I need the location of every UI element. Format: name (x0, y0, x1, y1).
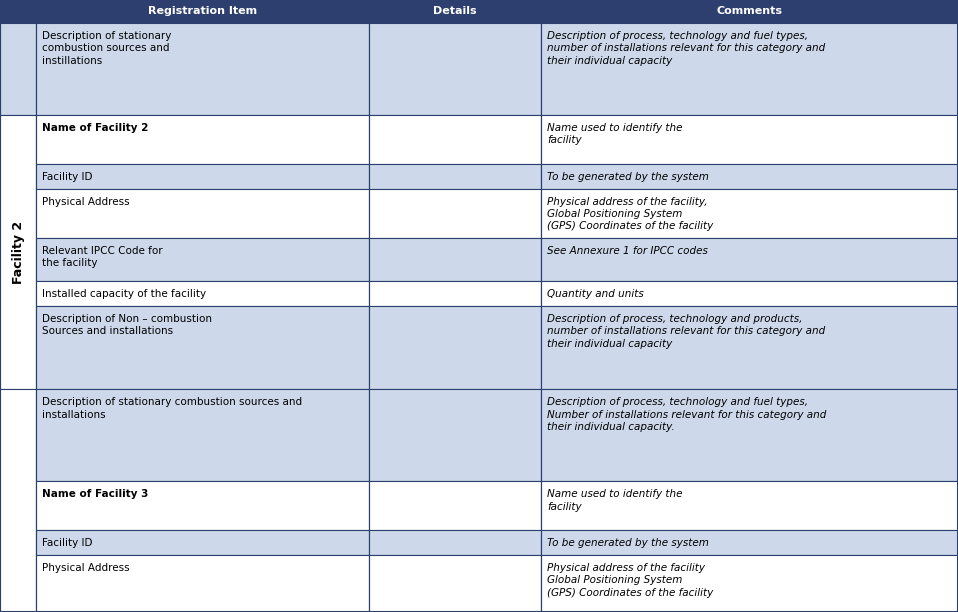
Bar (36, 23, 369, 115)
Text: Comments: Comments (717, 6, 783, 17)
Bar (36, 555, 369, 612)
Bar (541, 188, 958, 237)
Bar (36, 188, 369, 237)
Text: Installed capacity of the facility: Installed capacity of the facility (42, 289, 207, 299)
Text: Quantity and units: Quantity and units (547, 289, 644, 299)
Text: Description of Non – combustion
Sources and installations: Description of Non – combustion Sources … (42, 314, 213, 337)
Text: Registration Item: Registration Item (148, 6, 257, 17)
Bar (0, 0, 36, 23)
Bar (36, 0, 369, 23)
Bar (36, 237, 369, 282)
Bar (0, 23, 36, 115)
Bar (369, 237, 541, 282)
Bar (369, 0, 541, 23)
Bar (541, 389, 958, 482)
Text: Description of process, technology and fuel types,
Number of installations relev: Description of process, technology and f… (547, 397, 827, 432)
Text: Description of process, technology and fuel types,
number of installations relev: Description of process, technology and f… (547, 31, 826, 65)
Bar (369, 164, 541, 188)
Bar (369, 531, 541, 555)
Text: Physical address of the facility
Global Positioning System
(GPS) Coordinates of : Physical address of the facility Global … (547, 563, 714, 598)
Bar (541, 531, 958, 555)
Text: Details: Details (433, 6, 477, 17)
Text: Facility ID: Facility ID (42, 539, 93, 548)
Bar (369, 555, 541, 612)
Text: Name of Facility 2: Name of Facility 2 (42, 123, 148, 133)
Bar (541, 164, 958, 188)
Bar (369, 115, 541, 164)
Text: Relevant IPCC Code for
the facility: Relevant IPCC Code for the facility (42, 245, 163, 268)
Text: Name used to identify the
facility: Name used to identify the facility (547, 123, 683, 145)
Text: Facility 2: Facility 2 (11, 220, 25, 283)
Bar (541, 237, 958, 282)
Text: Description of stationary combustion sources and
installations: Description of stationary combustion sou… (42, 397, 303, 420)
Text: See Annexure 1 for IPCC codes: See Annexure 1 for IPCC codes (547, 245, 708, 256)
Bar (369, 389, 541, 482)
Bar (0, 115, 36, 389)
Bar (36, 115, 369, 164)
Bar (541, 555, 958, 612)
Bar (541, 115, 958, 164)
Bar (541, 0, 958, 23)
Text: Description of process, technology and products,
number of installations relevan: Description of process, technology and p… (547, 314, 826, 349)
Bar (0, 389, 36, 612)
Text: To be generated by the system: To be generated by the system (547, 539, 709, 548)
Bar (36, 531, 369, 555)
Text: Physical Address: Physical Address (42, 196, 130, 206)
Bar (369, 306, 541, 389)
Text: Facility ID: Facility ID (42, 172, 93, 182)
Bar (36, 282, 369, 306)
Bar (541, 282, 958, 306)
Bar (541, 482, 958, 531)
Text: To be generated by the system: To be generated by the system (547, 172, 709, 182)
Bar (369, 23, 541, 115)
Bar (36, 306, 369, 389)
Text: Name used to identify the
facility: Name used to identify the facility (547, 490, 683, 512)
Bar (369, 482, 541, 531)
Bar (369, 282, 541, 306)
Bar (541, 23, 958, 115)
Text: Physical Address: Physical Address (42, 563, 130, 573)
Text: Name of Facility 3: Name of Facility 3 (42, 490, 148, 499)
Bar (36, 164, 369, 188)
Bar (369, 188, 541, 237)
Bar (36, 482, 369, 531)
Bar (36, 389, 369, 482)
Text: Physical address of the facility,
Global Positioning System
(GPS) Coordinates of: Physical address of the facility, Global… (547, 196, 714, 231)
Text: Description of stationary
combustion sources and
instillations: Description of stationary combustion sou… (42, 31, 171, 65)
Bar (541, 306, 958, 389)
